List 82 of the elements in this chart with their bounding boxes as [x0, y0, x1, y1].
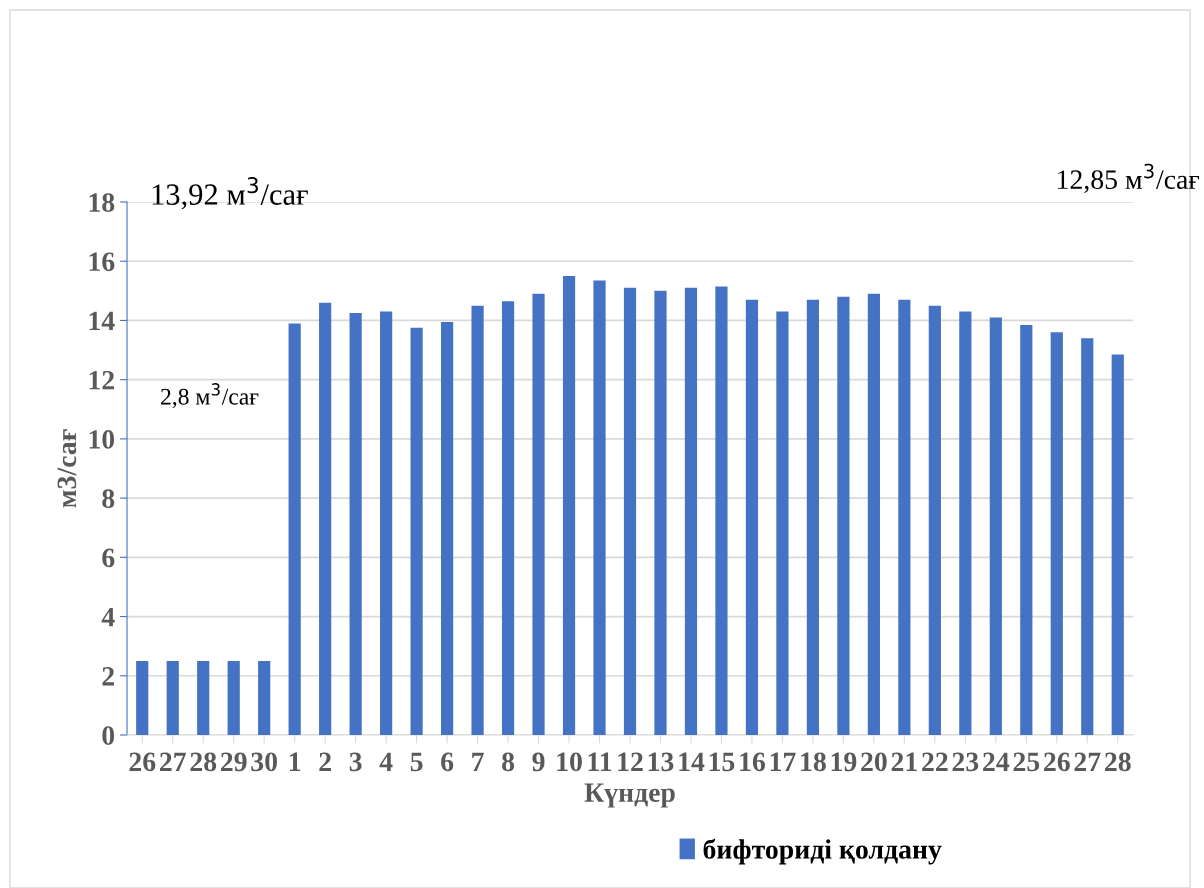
x-tick-label: 5 — [410, 752, 423, 772]
annotation: 13,92 м$^{3}$/сағ — [152, 177, 308, 210]
bar — [380, 311, 393, 735]
x-tick-label: 10 — [557, 752, 582, 772]
x-axis-title: Күндер — [584, 783, 675, 808]
y-tick-label: 10 — [89, 430, 115, 449]
bar — [471, 305, 484, 735]
y-tick-label: 12 — [89, 370, 114, 390]
bar — [1050, 332, 1063, 735]
bar — [166, 660, 179, 735]
bar — [928, 305, 941, 735]
bar — [776, 311, 789, 735]
legend-label: бифториді қолдану — [703, 838, 942, 865]
y-tick-label: 0 — [102, 726, 115, 745]
y-tick-label: 4 — [101, 607, 115, 627]
x-tick-label: 15 — [709, 752, 735, 772]
bar — [1111, 354, 1124, 735]
bar — [288, 323, 301, 735]
bar — [867, 293, 880, 735]
x-tick-label: 24 — [983, 752, 1010, 771]
y-tick-label: 2 — [102, 667, 114, 686]
x-tick-label: 6 — [441, 752, 454, 772]
bar — [258, 660, 271, 735]
x-tick-label: 27 — [1074, 752, 1101, 771]
bar — [197, 660, 210, 735]
bar — [136, 660, 149, 735]
bar — [989, 317, 1002, 735]
x-tick-label: 27 — [160, 752, 186, 771]
bar — [898, 299, 911, 735]
bar — [227, 660, 240, 735]
x-tick-label: 14 — [679, 752, 705, 771]
x-tick-label: 12 — [618, 752, 643, 771]
bar — [349, 313, 362, 735]
x-tick-label: 11 — [588, 752, 612, 771]
bar — [837, 296, 850, 735]
bar — [684, 287, 698, 735]
y-tick-label: 16 — [89, 252, 115, 272]
x-tick-label: 25 — [1013, 752, 1040, 772]
x-tick-label: 1 — [289, 752, 301, 771]
bar — [532, 293, 545, 735]
x-tick-label: 26 — [1044, 752, 1070, 772]
x-tick-label: 19 — [831, 752, 857, 772]
bar — [440, 321, 454, 735]
annotation: 2,8 м$^{3}$/сағ — [161, 383, 259, 409]
bar — [410, 327, 423, 735]
bar — [319, 302, 332, 735]
x-tick-label: 18 — [801, 752, 826, 772]
x-tick-label: 17 — [770, 752, 796, 771]
bar — [562, 276, 576, 735]
x-tick-label: 26 — [129, 752, 156, 772]
bar — [1020, 324, 1033, 735]
y-tick-label: 8 — [102, 489, 115, 509]
x-tick-label: 22 — [922, 752, 948, 771]
x-tick-label: 23 — [952, 752, 979, 772]
x-tick-label: 7 — [472, 752, 484, 771]
x-tick-label: 9 — [532, 752, 545, 772]
x-tick-label: 2 — [319, 752, 331, 771]
bar — [623, 287, 637, 735]
bar — [806, 299, 820, 735]
bar — [715, 286, 728, 735]
x-tick-label: 16 — [740, 752, 766, 772]
text: 12,85 м$^{3}$/сағ — [1058, 163, 1200, 193]
x-tick-label: 30 — [251, 752, 278, 772]
bar — [501, 301, 515, 735]
bar — [593, 280, 606, 735]
y-tick-label: 14 — [89, 311, 115, 331]
y-axis-title: м3/сағ — [57, 429, 77, 508]
bar — [1081, 338, 1094, 735]
x-tick-label: 29 — [220, 752, 247, 772]
x-tick-label: 13 — [648, 752, 674, 772]
x-tick-label: 3 — [349, 752, 362, 772]
bar — [654, 290, 667, 735]
x-tick-label: 21 — [891, 752, 917, 771]
x-tick-label: 28 — [190, 752, 217, 772]
y-tick-label: 6 — [102, 548, 115, 568]
x-tick-label: 28 — [1105, 752, 1131, 772]
x-tick-label: 8 — [502, 752, 515, 772]
x-tick-label: 4 — [379, 752, 393, 771]
x-tick-label: 20 — [861, 752, 887, 772]
bar — [745, 299, 759, 735]
y-tick-label: 18 — [89, 193, 115, 212]
bar — [959, 311, 972, 735]
